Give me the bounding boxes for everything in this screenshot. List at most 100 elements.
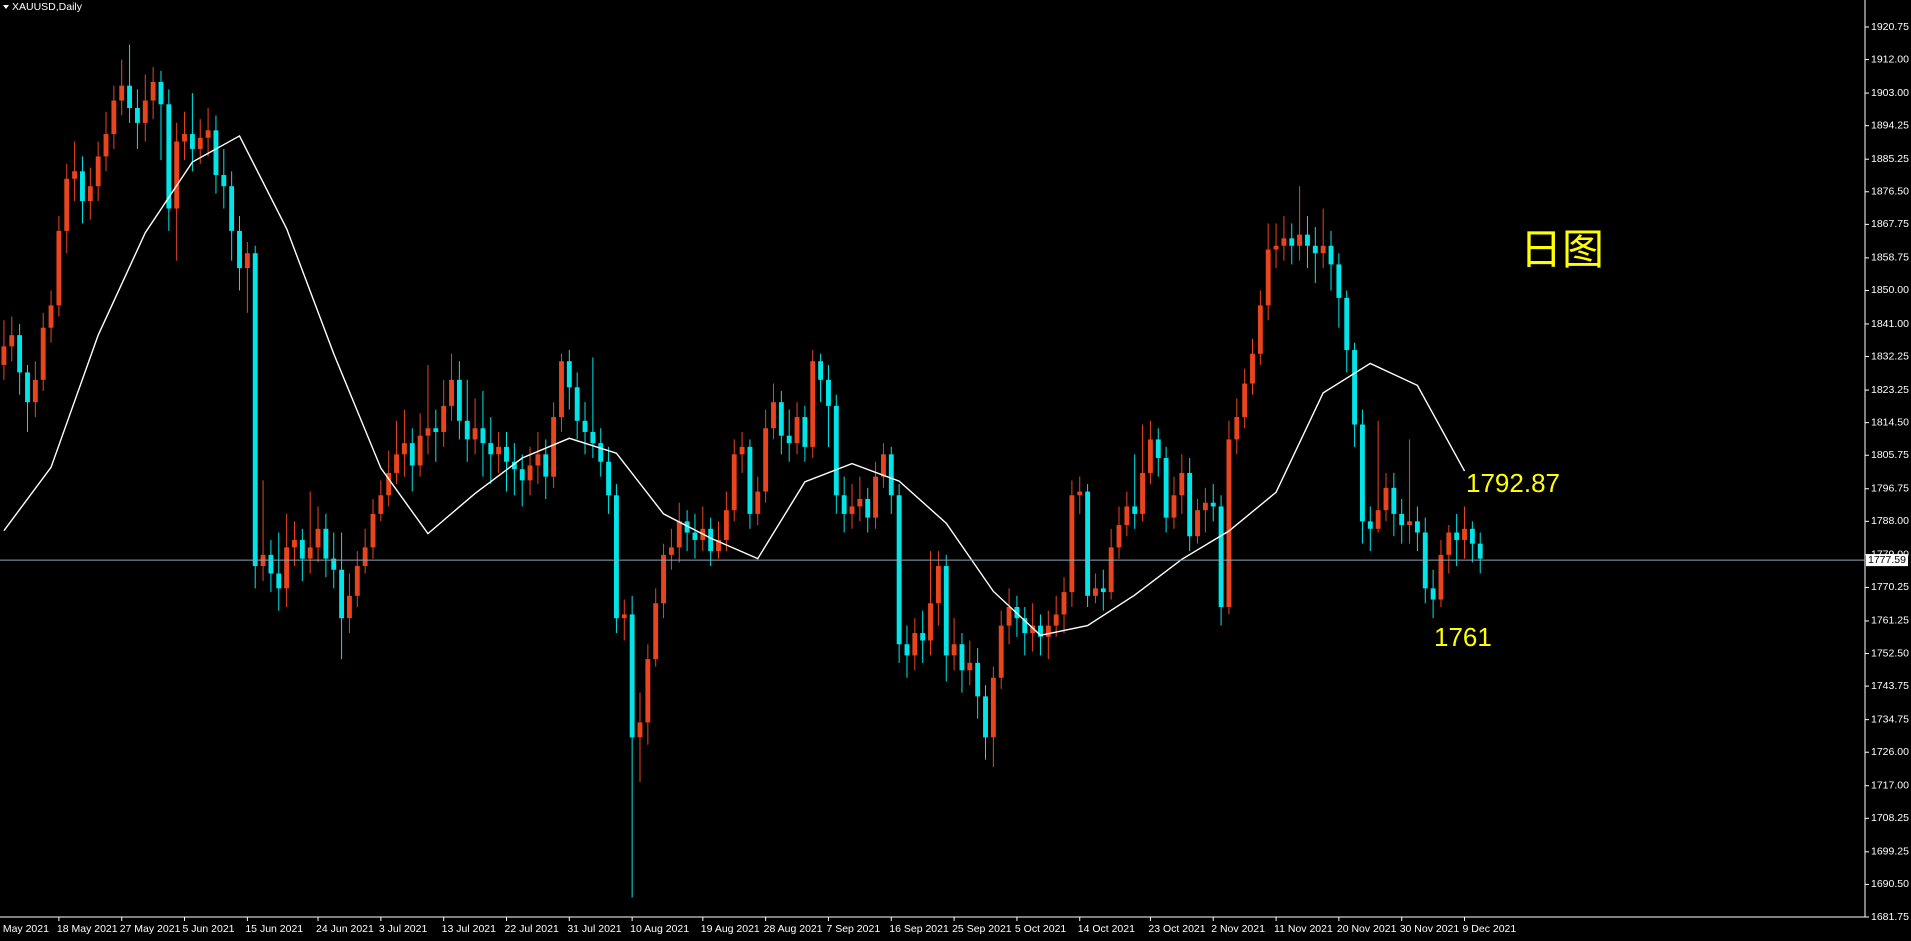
- candle-body: [1234, 417, 1240, 440]
- candle-body: [747, 446, 753, 514]
- candle-body: [472, 428, 478, 440]
- y-tick-label: 1920.75: [1871, 21, 1909, 33]
- x-tick-label: 14 Oct 2021: [1078, 923, 1135, 935]
- candle-body: [370, 513, 376, 548]
- candle-body: [1250, 353, 1255, 384]
- candle-body: [1045, 625, 1051, 637]
- candle-body: [865, 498, 871, 518]
- candle-body: [959, 644, 965, 671]
- candle-body: [1069, 495, 1075, 593]
- candle-body: [841, 495, 847, 514]
- y-tick-label: 1770.25: [1871, 581, 1909, 593]
- current-price-label: 1777.59: [1868, 554, 1906, 566]
- candle-body: [127, 85, 133, 108]
- candle-body: [1053, 614, 1059, 626]
- candle-body: [464, 420, 470, 440]
- y-tick-label: 1805.75: [1871, 449, 1909, 461]
- candle-body: [833, 405, 839, 496]
- candle-body: [653, 603, 659, 660]
- annotation: 1792.87: [1466, 468, 1560, 498]
- candle-body: [1022, 618, 1028, 634]
- candle-body: [1202, 502, 1208, 511]
- y-tick-label: 1743.75: [1871, 680, 1909, 692]
- candle-body: [174, 141, 180, 209]
- candle-body: [692, 532, 698, 540]
- candle-body: [425, 428, 431, 436]
- x-tick-label: 2 Nov 2021: [1211, 923, 1265, 935]
- candle-body: [975, 662, 981, 697]
- candle-body: [134, 107, 140, 123]
- x-tick-label: 30 Nov 2021: [1400, 923, 1460, 935]
- candle-body: [40, 327, 46, 380]
- candle-body: [1344, 297, 1350, 351]
- candle-body: [80, 171, 85, 202]
- candle-body: [857, 498, 863, 507]
- candle-body: [417, 435, 423, 466]
- y-tick-label: 1726.00: [1871, 746, 1909, 758]
- candle-body: [205, 130, 211, 138]
- y-tick-label: 1876.50: [1871, 186, 1909, 198]
- y-tick-label: 1690.50: [1871, 878, 1909, 890]
- candle-body: [519, 469, 525, 481]
- candle-body: [1375, 510, 1381, 529]
- candle-body: [1312, 245, 1318, 254]
- candle-body: [1132, 506, 1138, 514]
- candle-body: [276, 573, 282, 589]
- candle-body: [1273, 245, 1279, 250]
- candle-body: [449, 379, 454, 406]
- candle-body: [613, 495, 619, 619]
- candle-body: [1108, 547, 1114, 593]
- candle-body: [496, 446, 502, 455]
- candle-body: [598, 443, 604, 462]
- candle-body: [998, 625, 1004, 678]
- y-tick-label: 1903.00: [1871, 87, 1909, 99]
- candle-body: [323, 528, 329, 559]
- candle-body: [990, 677, 996, 738]
- title-arrow: [3, 5, 9, 9]
- candle-body: [378, 495, 384, 514]
- candle-body: [1336, 264, 1342, 298]
- y-tick-label: 1823.25: [1871, 384, 1909, 396]
- x-tick-label: 5 Jun 2021: [183, 923, 235, 935]
- annotation: 1761: [1434, 622, 1492, 652]
- candle-body: [527, 465, 533, 481]
- x-tick-label: 5 Oct 2021: [1015, 923, 1067, 935]
- candle-body: [409, 443, 415, 466]
- candle-body: [880, 454, 886, 477]
- candle-body: [252, 253, 258, 567]
- candle-body: [456, 379, 462, 421]
- candle-body: [763, 428, 769, 492]
- y-tick-label: 1885.25: [1871, 153, 1909, 165]
- candle-body: [723, 510, 729, 540]
- x-tick-label: 11 Nov 2021: [1274, 923, 1333, 935]
- candle-body: [394, 454, 399, 473]
- candle-body: [95, 156, 101, 187]
- candle-body: [1265, 249, 1271, 306]
- candle-body: [873, 476, 879, 518]
- x-tick-label: 27 May 2021: [120, 923, 181, 935]
- candle-body: [967, 662, 973, 671]
- candle-body: [1006, 606, 1012, 626]
- candle-body: [1320, 245, 1326, 254]
- y-tick-label: 1717.00: [1871, 780, 1909, 792]
- y-tick-label: 1867.75: [1871, 218, 1909, 230]
- candle-body: [1155, 439, 1161, 459]
- y-tick-label: 1752.50: [1871, 647, 1909, 659]
- candle-body: [983, 696, 988, 738]
- y-tick-label: 1858.75: [1871, 252, 1909, 264]
- candles: [1, 44, 1483, 898]
- candle-body: [488, 443, 494, 455]
- candle-body: [559, 361, 564, 418]
- x-tick-label: 16 Sep 2021: [889, 923, 949, 935]
- candle-body: [299, 539, 305, 559]
- candle-body: [268, 554, 274, 574]
- candle-body: [315, 528, 321, 548]
- y-tick-label: 1788.00: [1871, 515, 1909, 527]
- candle-body: [566, 361, 572, 388]
- candle-body: [896, 495, 902, 645]
- candle-body: [331, 558, 337, 570]
- x-tick-label: 19 Aug 2021: [701, 923, 760, 935]
- candle-body: [1462, 528, 1467, 540]
